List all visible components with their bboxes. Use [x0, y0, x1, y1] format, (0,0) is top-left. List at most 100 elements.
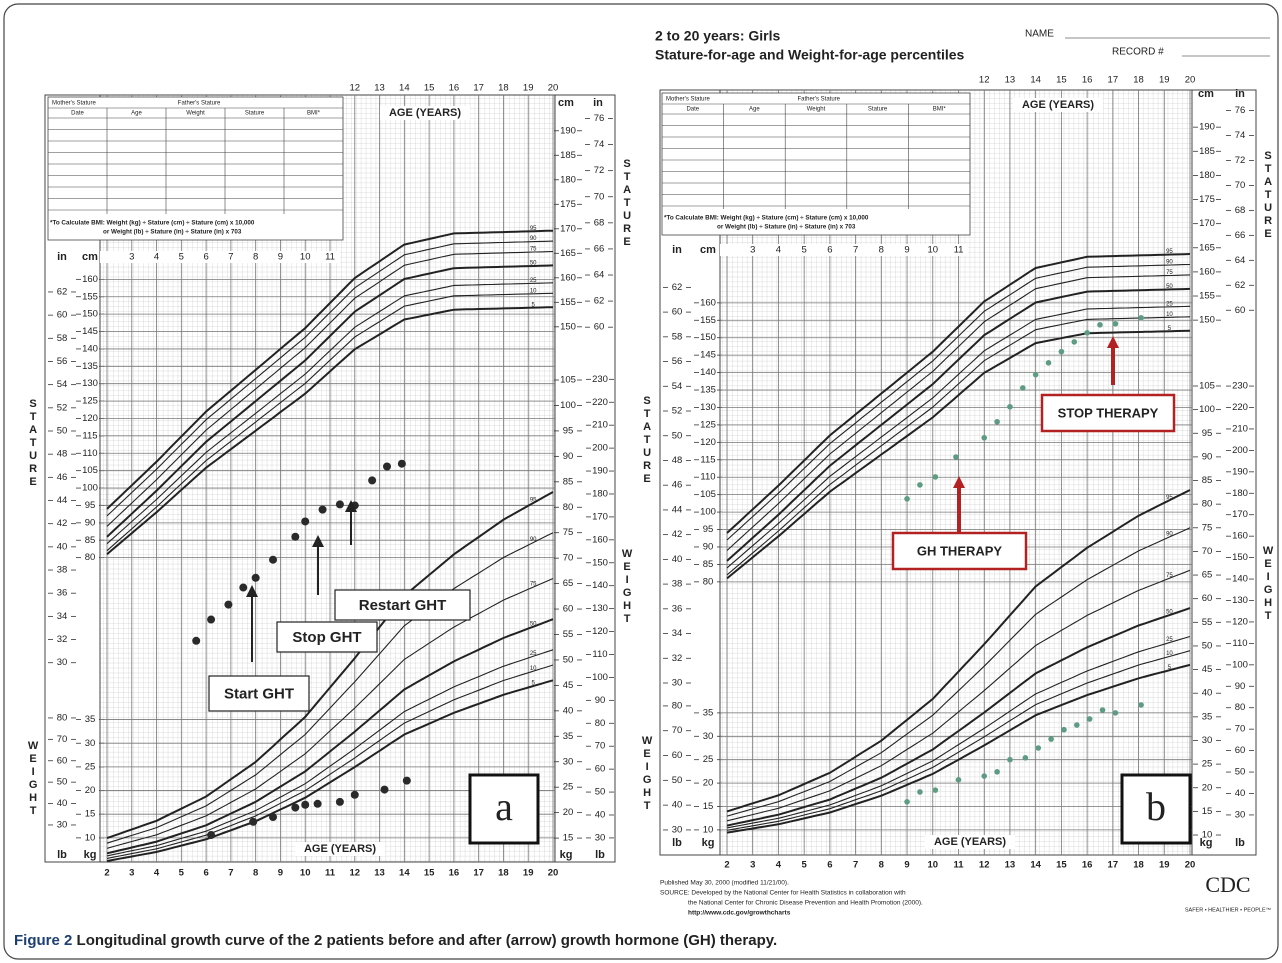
y-tick-label: 50 — [563, 654, 574, 665]
x-tick-label: 5 — [179, 868, 185, 879]
y-tick-label: 35 — [1202, 711, 1213, 722]
footer-line: SOURCE: Developed by the National Center… — [660, 890, 906, 897]
y-tick-label: 150 — [592, 557, 608, 568]
unit-label: kg — [1200, 837, 1213, 849]
y-tick-label: 130 — [592, 603, 608, 614]
y-tick-label: 105 — [82, 465, 98, 476]
stature-point — [207, 615, 216, 624]
x-tick-label: 17 — [1108, 75, 1119, 86]
y-tick-label: 85 — [85, 535, 96, 546]
y-tick-label: 32 — [57, 634, 68, 645]
arrow-head — [1107, 336, 1119, 348]
x-tick-label: 8 — [879, 245, 884, 256]
y-tick-label: 54 — [57, 379, 68, 390]
weight-point — [269, 813, 278, 822]
x-tick-label: 5 — [802, 860, 808, 871]
y-tick-label: 230 — [1232, 381, 1248, 392]
x-tick-label: 13 — [1005, 75, 1016, 86]
y-tick-label: 160 — [560, 272, 576, 283]
x-tick-label: 14 — [1030, 75, 1041, 86]
percentile-curve — [726, 287, 1191, 562]
x-tick-label: 6 — [203, 252, 208, 263]
x-tick-label: 3 — [129, 868, 134, 879]
y-tick-label: 40 — [595, 810, 606, 821]
y-tick-label: 230 — [592, 374, 608, 385]
y-tick-label: 42 — [57, 518, 68, 529]
percentile-label: 75 — [530, 247, 537, 253]
percentile-curve — [106, 679, 554, 862]
record-table — [47, 96, 344, 241]
y-tick-label: 85 — [1202, 475, 1213, 486]
weight-point — [1112, 710, 1119, 716]
percentile-label: 90 — [530, 537, 537, 543]
percentile-label: 95 — [1166, 495, 1173, 501]
unit-label: lb — [595, 849, 605, 861]
y-tick-label: 80 — [595, 718, 606, 729]
weight-point — [291, 803, 300, 812]
y-tick-label: 52 — [57, 402, 68, 413]
axis-title: AGE (YEARS) — [1022, 99, 1094, 111]
x-tick-label: 15 — [424, 868, 435, 879]
percentile-curve — [726, 607, 1191, 827]
y-tick-label: 165 — [1199, 242, 1215, 253]
y-tick-label: 50 — [672, 775, 683, 786]
x-tick-label: 17 — [473, 83, 484, 94]
table-header: Age — [749, 107, 760, 113]
annotation: Restart GHT — [359, 597, 447, 614]
y-tick-label: 175 — [560, 199, 576, 210]
axis-title: AGE (YEARS) — [304, 843, 376, 855]
y-tick-label: 48 — [672, 455, 683, 466]
y-tick-label: 165 — [560, 248, 576, 259]
caption-text: Longitudinal growth curve of the 2 patie… — [77, 932, 778, 949]
x-tick-label: 8 — [879, 860, 884, 871]
y-tick-label: 100 — [82, 483, 98, 494]
y-tick-label: 34 — [57, 611, 68, 622]
age-row — [720, 244, 969, 256]
percentile-curve — [106, 664, 554, 859]
y-tick-label: 20 — [85, 785, 96, 796]
y-tick-label: 20 — [1202, 782, 1213, 793]
y-tick-label: 95 — [703, 524, 714, 535]
annotation-box — [891, 531, 1028, 571]
y-tick-label: 190 — [1232, 466, 1248, 477]
y-tick-label: 175 — [1199, 194, 1215, 205]
stature-point — [994, 418, 1000, 425]
y-tick-label: 145 — [700, 350, 716, 361]
y-tick-label: 60 — [672, 750, 683, 761]
y-tick-label: 30 — [595, 832, 606, 843]
percentile-label: 50 — [1166, 610, 1173, 616]
table-header: Date — [686, 107, 699, 113]
y-tick-label: 200 — [1232, 445, 1248, 456]
percentile-label: 25 — [530, 278, 537, 284]
arrow-head — [345, 500, 357, 512]
unit-label: cm — [558, 97, 574, 109]
weight-point — [350, 790, 359, 799]
stature-point — [1097, 322, 1103, 328]
table-label: Father's Stature — [178, 101, 221, 107]
x-tick-label: 20 — [1185, 75, 1196, 86]
y-tick-label: 55 — [563, 629, 574, 640]
y-tick-label: 60 — [57, 755, 68, 766]
stature-point — [251, 573, 260, 582]
y-tick-label: 135 — [700, 385, 716, 396]
y-tick-label: 115 — [82, 430, 97, 441]
weight-point — [207, 831, 216, 840]
y-tick-label: 10 — [1202, 830, 1213, 841]
y-tick-label: 30 — [1235, 809, 1246, 820]
y-tick-label: 62 — [57, 286, 68, 297]
percentile-label: 10 — [1166, 651, 1173, 657]
unit-label: kg — [84, 849, 97, 861]
x-tick-label: 17 — [473, 868, 484, 879]
y-tick-label: 85 — [703, 559, 714, 570]
y-tick-label: 60 — [1235, 305, 1246, 316]
percentile-curve — [726, 489, 1191, 813]
x-tick-label: 18 — [1133, 860, 1144, 871]
weight-point — [1099, 707, 1106, 713]
y-tick-label: 30 — [672, 678, 683, 689]
y-tick-label: 70 — [563, 553, 574, 564]
y-tick-label: 72 — [594, 165, 605, 176]
x-tick-label: 7 — [228, 868, 233, 879]
y-tick-label: 62 — [1235, 280, 1246, 291]
stature-point — [1112, 320, 1119, 327]
unit-label: in — [1235, 88, 1245, 100]
